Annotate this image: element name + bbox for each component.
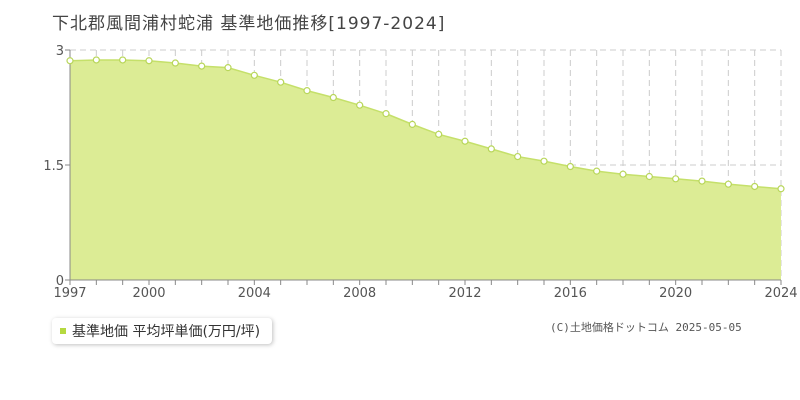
- x-tick-label: 2024: [764, 286, 797, 301]
- data-point: [698, 177, 706, 185]
- y-tick-label: 1.5: [43, 159, 64, 174]
- data-point: [514, 152, 522, 161]
- y-tick-label: 0: [56, 274, 64, 289]
- data-point: [224, 64, 232, 72]
- data-point: [356, 101, 364, 109]
- data-point: [382, 110, 390, 118]
- x-tick-label: 2004: [238, 286, 271, 301]
- x-tick-label: 2012: [448, 286, 481, 301]
- area-series: [69, 59, 782, 280]
- area-fill: [70, 59, 781, 280]
- axes: [65, 49, 782, 285]
- data-point: [277, 78, 285, 86]
- copyright-credit: (C)土地価格ドットコム 2025-05-05: [550, 321, 742, 334]
- x-tick-label: 2008: [343, 286, 376, 301]
- data-point: [540, 157, 548, 165]
- x-tick-label: 2020: [659, 286, 692, 301]
- data-markers: [66, 56, 785, 193]
- data-point: [777, 185, 785, 193]
- y-tick-label: 3: [56, 44, 64, 59]
- data-point: [119, 56, 127, 64]
- data-point: [303, 87, 311, 95]
- data-point: [461, 137, 469, 145]
- x-tick-label: 2016: [554, 286, 587, 301]
- data-point: [198, 62, 206, 70]
- data-point: [593, 167, 601, 175]
- chart-title: 下北郡風間浦村蛇浦 基準地価推移[1997-2024]: [52, 14, 446, 34]
- data-point: [329, 93, 337, 102]
- data-point: [145, 57, 153, 65]
- data-point: [435, 130, 443, 138]
- data-point: [566, 162, 574, 171]
- x-tick-label: 2000: [132, 286, 165, 301]
- data-point: [724, 180, 732, 188]
- tick-labels: 0 1.5 3 1997 2000 2004 2008 2012 2016 2020 2024: [43, 44, 797, 301]
- series-line: [69, 59, 782, 190]
- data-point: [408, 120, 416, 128]
- data-point: [645, 172, 653, 181]
- data-point: [171, 59, 179, 67]
- legend-label: 基準地価 平均坪単価(万円/坪): [72, 324, 261, 340]
- legend-swatch: [60, 328, 66, 334]
- data-point: [672, 175, 680, 183]
- data-point: [250, 71, 258, 79]
- data-point: [487, 145, 495, 153]
- data-point: [92, 56, 100, 64]
- data-point: [66, 57, 74, 65]
- x-tick-label: 1997: [53, 286, 86, 301]
- legend: 基準地価 平均坪単価(万円/坪): [52, 318, 273, 344]
- data-point: [751, 182, 759, 191]
- data-point: [619, 170, 627, 178]
